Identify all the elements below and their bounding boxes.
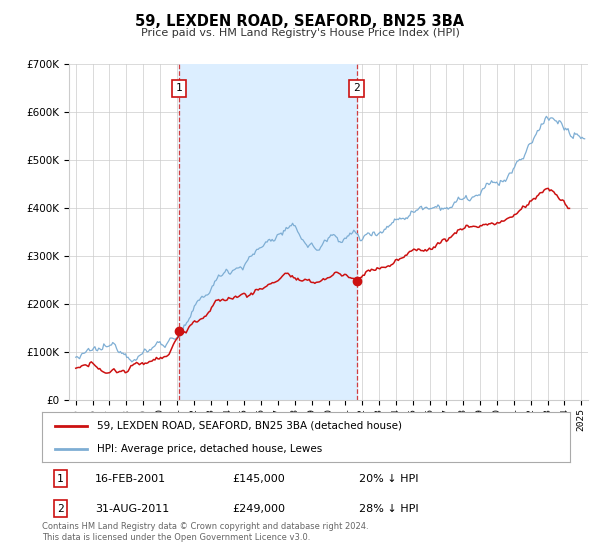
Text: 31-AUG-2011: 31-AUG-2011 bbox=[95, 504, 169, 514]
Text: 16-FEB-2001: 16-FEB-2001 bbox=[95, 474, 166, 484]
Text: £145,000: £145,000 bbox=[232, 474, 285, 484]
Text: 1: 1 bbox=[57, 474, 64, 484]
Text: Contains HM Land Registry data © Crown copyright and database right 2024.: Contains HM Land Registry data © Crown c… bbox=[42, 522, 368, 531]
Text: 20% ↓ HPI: 20% ↓ HPI bbox=[359, 474, 418, 484]
Text: £249,000: £249,000 bbox=[232, 504, 285, 514]
Text: 2: 2 bbox=[57, 504, 64, 514]
Text: HPI: Average price, detached house, Lewes: HPI: Average price, detached house, Lewe… bbox=[97, 444, 323, 454]
Text: 2: 2 bbox=[353, 83, 360, 94]
Text: 59, LEXDEN ROAD, SEAFORD, BN25 3BA (detached house): 59, LEXDEN ROAD, SEAFORD, BN25 3BA (deta… bbox=[97, 421, 403, 431]
Text: 1: 1 bbox=[175, 83, 182, 94]
Text: 28% ↓ HPI: 28% ↓ HPI bbox=[359, 504, 418, 514]
Text: 59, LEXDEN ROAD, SEAFORD, BN25 3BA: 59, LEXDEN ROAD, SEAFORD, BN25 3BA bbox=[136, 14, 464, 29]
Text: This data is licensed under the Open Government Licence v3.0.: This data is licensed under the Open Gov… bbox=[42, 533, 310, 542]
Text: Price paid vs. HM Land Registry's House Price Index (HPI): Price paid vs. HM Land Registry's House … bbox=[140, 28, 460, 38]
Bar bbox=[179, 64, 356, 400]
